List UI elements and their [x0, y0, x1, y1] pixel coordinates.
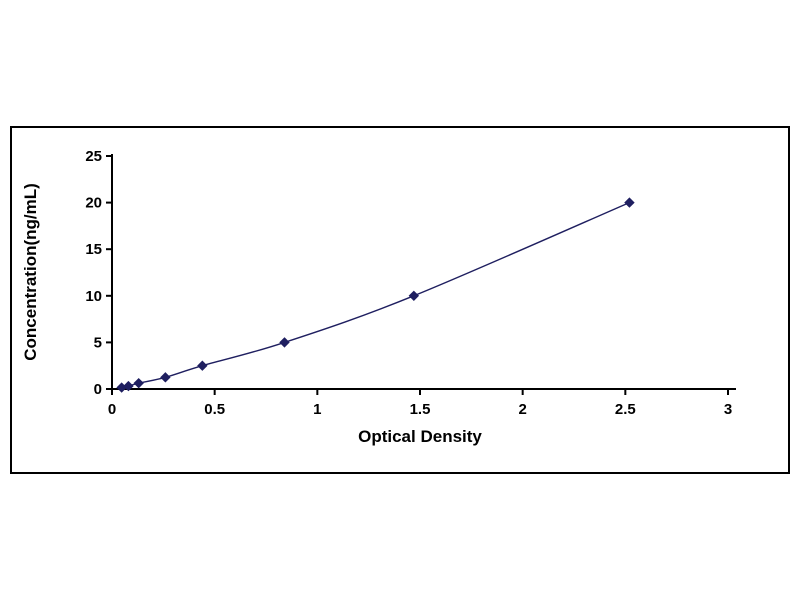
x-axis-label: Optical Density [358, 427, 482, 446]
y-tick-label: 10 [85, 288, 102, 305]
x-tick-label: 2 [518, 401, 526, 418]
x-tick-label: 1 [313, 401, 321, 418]
data-point-marker [123, 380, 134, 392]
data-point-marker [160, 372, 171, 383]
y-tick-label: 5 [94, 334, 102, 351]
data-point-marker [197, 360, 208, 371]
x-tick-label: 0.5 [204, 401, 225, 418]
y-tick-label: 15 [85, 241, 102, 258]
x-tick-label: 3 [724, 401, 732, 418]
data-point-marker [279, 337, 290, 348]
x-tick-label: 1.5 [410, 401, 431, 418]
x-tick-label: 0 [108, 401, 116, 418]
standard-curve-line [121, 201, 630, 389]
data-point-marker [408, 290, 420, 302]
y-tick-label: 20 [85, 195, 102, 212]
y-axis-label: Concentration(ng/mL) [21, 183, 40, 361]
y-tick-label: 0 [94, 381, 102, 398]
y-tick-label: 25 [85, 148, 102, 165]
chart-plot-group: 0 0.5 1 1.5 2 2.5 3 0 5 10 15 20 25 [85, 148, 736, 418]
x-tick-label: 2.5 [615, 401, 636, 418]
data-point-marker [133, 377, 144, 389]
chart-frame: 0 0.5 1 1.5 2 2.5 3 0 5 10 15 20 25 Optical Density … [10, 126, 790, 474]
data-point-marker [624, 197, 635, 208]
